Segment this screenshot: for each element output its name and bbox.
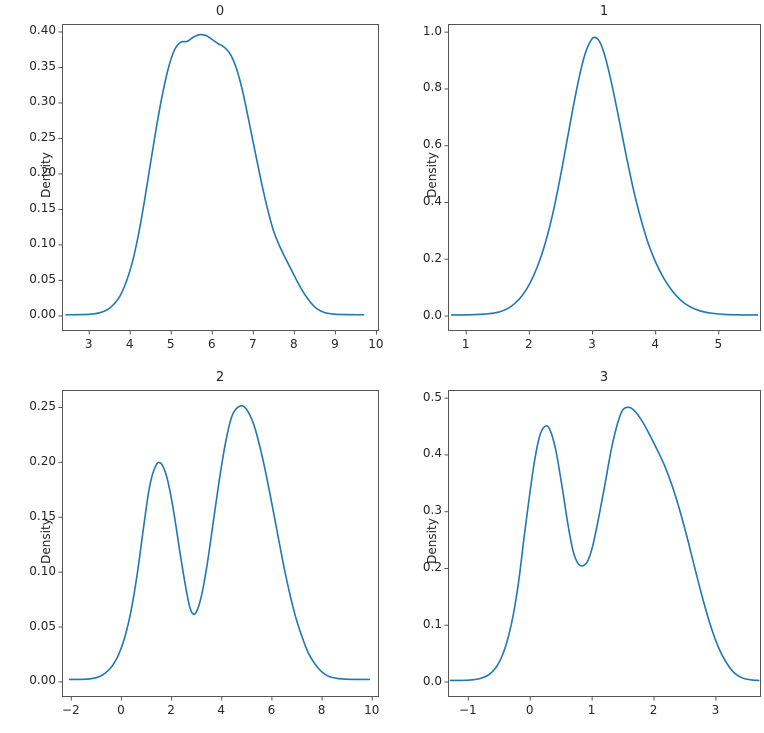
x-tick-label: 1	[461, 337, 470, 351]
y-tick-label: 0.00	[29, 673, 56, 688]
subplot-0-plot-area	[58, 24, 379, 335]
subplot-2-plot-area	[58, 390, 379, 701]
y-tick-label: 0.05	[29, 618, 56, 633]
density-curve	[68, 404, 371, 681]
y-tick-label: 0.30	[29, 94, 56, 109]
density-curve	[65, 33, 365, 316]
density-curve	[450, 36, 759, 316]
y-tick-label: 0.15	[29, 508, 56, 523]
x-tick-label: −1	[458, 703, 477, 717]
x-tick-label: −2	[61, 703, 80, 717]
subplot-0: 0 Density 3 4 5 6 7 8 9 10 0.00 0.05 0.10 0.15 0.20 0…	[0, 0, 383, 366]
subplot-3-plot-area	[444, 390, 761, 701]
x-tick-label: 2	[525, 337, 533, 351]
x-tick-label: 8	[317, 703, 326, 717]
x-tick-label: 6	[267, 703, 276, 717]
y-tick-label: 0.5	[422, 389, 442, 404]
x-tick-label: 7	[249, 337, 257, 351]
y-tick-label: 0.20	[29, 453, 56, 468]
x-tick-label: 10	[368, 337, 384, 351]
subplot-2: 2 Density −2 0 2 4 6 8 10 0.00 0.05 0.10 0.15 0.20 0…	[0, 366, 382, 733]
x-tick-label: 3	[711, 703, 720, 717]
y-tick-label: 0.2	[422, 250, 442, 265]
y-tick-label: 1.0	[422, 23, 442, 38]
y-tick-label: 0.2	[422, 559, 442, 574]
y-tick-label: 0.20	[29, 165, 56, 180]
subplot-3: 3 Density −1 0 1 2 3 0.0 0.1 0.2 0.3 0.4 0.5	[382, 366, 764, 733]
x-tick-label: 2	[649, 703, 658, 717]
subplot-0-title: 0	[215, 4, 225, 19]
x-tick-label: 4	[125, 337, 134, 351]
x-tick-label: 9	[331, 337, 339, 351]
y-tick-label: 0.3	[422, 503, 442, 518]
y-tick-label: 0.35	[29, 58, 56, 73]
y-tick-label: 0.10	[29, 563, 56, 578]
y-tick-label: 0.1	[422, 616, 442, 631]
subplot-1-title: 1	[599, 4, 609, 19]
x-tick-label: 10	[364, 703, 380, 717]
x-tick-label: 1	[587, 703, 596, 717]
subplot-1-plot-area	[444, 24, 761, 335]
y-tick-label: 0.4	[422, 446, 442, 461]
x-tick-label: 4	[651, 337, 659, 351]
x-tick-label: 3	[588, 337, 596, 351]
y-tick-label: 0.25	[29, 129, 56, 144]
x-tick-label: 5	[166, 337, 175, 351]
x-tick-label: 2	[167, 703, 175, 717]
x-tick-label: 8	[290, 337, 298, 351]
x-tick-label: 3	[84, 337, 93, 351]
y-tick-label: 0.6	[422, 137, 442, 152]
y-tick-label: 0.0	[422, 307, 442, 322]
x-tick-label: 5	[714, 337, 723, 351]
x-tick-label: 0	[117, 703, 125, 717]
x-tick-label: 0	[525, 703, 534, 717]
y-tick-label: 0.05	[29, 271, 56, 286]
y-tick-label: 0.8	[422, 80, 442, 95]
y-tick-label: 0.00	[29, 307, 56, 322]
x-tick-label: 6	[207, 337, 216, 351]
subplot-1: 1 Density 1 2 3 4 5 0.0 0.2 0.4 0.6 0.8 1.0	[382, 0, 764, 366]
subplot-3-title: 3	[599, 370, 609, 385]
y-tick-label: 0.0	[422, 673, 442, 688]
y-tick-label: 0.15	[29, 200, 56, 215]
y-tick-label: 0.10	[29, 236, 56, 251]
subplot-2-title: 2	[215, 370, 225, 385]
density-curve	[449, 406, 760, 682]
y-tick-label: 0.40	[29, 23, 56, 38]
y-tick-label: 0.25	[29, 399, 56, 413]
x-tick-label: 4	[217, 703, 226, 717]
y-tick-label: 0.4	[422, 193, 442, 208]
